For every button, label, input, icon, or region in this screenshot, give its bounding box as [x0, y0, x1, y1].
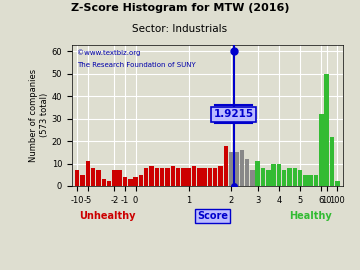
Bar: [309, 175, 313, 186]
Bar: [314, 175, 318, 186]
Bar: [330, 137, 334, 186]
Bar: [245, 159, 249, 186]
Bar: [213, 168, 217, 186]
Bar: [319, 114, 324, 186]
Bar: [102, 179, 106, 186]
Bar: [298, 170, 302, 186]
Bar: [250, 170, 255, 186]
Bar: [139, 175, 143, 186]
Bar: [202, 168, 207, 186]
Bar: [266, 170, 271, 186]
Bar: [224, 146, 228, 186]
Bar: [117, 170, 122, 186]
Bar: [80, 175, 85, 186]
Bar: [86, 161, 90, 186]
Text: 1.9215: 1.9215: [214, 109, 254, 119]
Text: Unhealthy: Unhealthy: [79, 211, 135, 221]
Bar: [107, 181, 111, 186]
Bar: [271, 164, 276, 186]
Bar: [112, 170, 117, 186]
Bar: [229, 152, 233, 186]
Bar: [276, 164, 281, 186]
Bar: [186, 168, 191, 186]
Bar: [160, 168, 165, 186]
Text: Z-Score Histogram for MTW (2016): Z-Score Histogram for MTW (2016): [71, 3, 289, 13]
Bar: [96, 170, 101, 186]
Bar: [75, 170, 80, 186]
Bar: [293, 168, 297, 186]
Bar: [154, 168, 159, 186]
Bar: [144, 168, 148, 186]
Bar: [234, 152, 239, 186]
Text: ©www.textbiz.org: ©www.textbiz.org: [77, 49, 141, 56]
Text: Score: Score: [197, 211, 228, 221]
Bar: [218, 166, 223, 186]
Bar: [208, 168, 212, 186]
Bar: [181, 168, 186, 186]
Bar: [335, 181, 339, 186]
Bar: [256, 161, 260, 186]
Bar: [123, 177, 127, 186]
Bar: [197, 168, 202, 186]
Bar: [149, 166, 154, 186]
Text: The Research Foundation of SUNY: The Research Foundation of SUNY: [77, 62, 196, 68]
Bar: [133, 177, 138, 186]
Bar: [165, 168, 170, 186]
Bar: [261, 168, 265, 186]
Bar: [128, 179, 132, 186]
Text: Sector: Industrials: Sector: Industrials: [132, 24, 228, 34]
Bar: [176, 168, 180, 186]
Y-axis label: Number of companies
(573 total): Number of companies (573 total): [30, 69, 49, 162]
Bar: [303, 175, 308, 186]
Bar: [239, 150, 244, 186]
Bar: [282, 170, 287, 186]
Bar: [192, 166, 196, 186]
Text: Healthy: Healthy: [289, 211, 332, 221]
Bar: [324, 74, 329, 186]
Bar: [171, 166, 175, 186]
Bar: [287, 168, 292, 186]
Bar: [91, 168, 95, 186]
